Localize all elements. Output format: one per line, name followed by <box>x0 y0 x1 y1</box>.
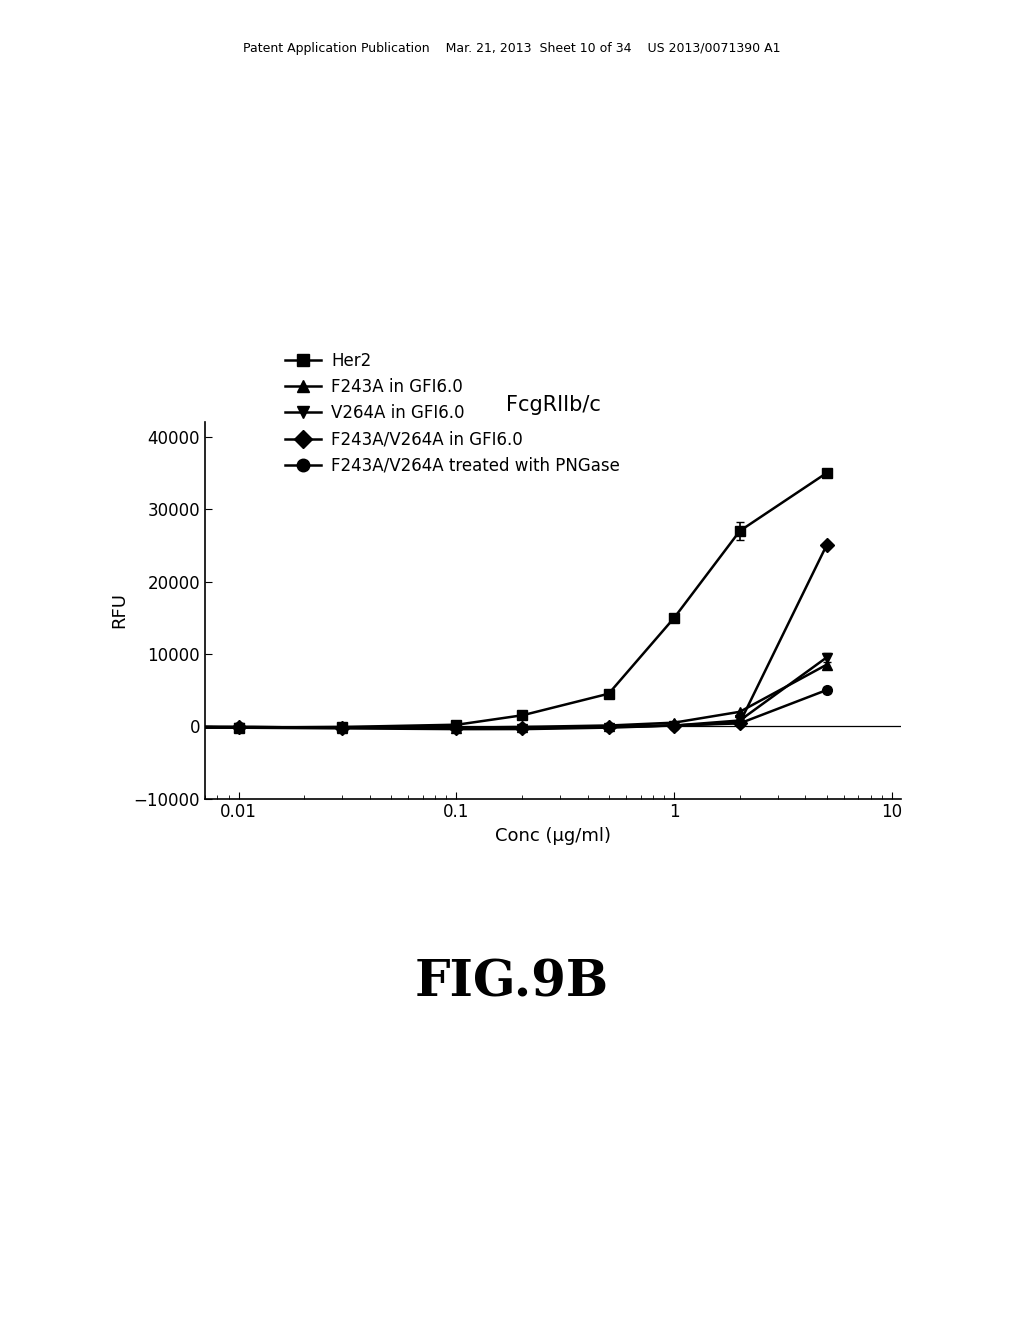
Her2 <box>820 465 833 480</box>
F243A/V264A in GFI6.0 <box>336 719 348 735</box>
V264A in GFI6.0 <box>232 719 245 735</box>
F243A/V264A treated with PNGase <box>451 719 463 735</box>
F243A/V264A treated with PNGase <box>602 719 614 735</box>
Her2 <box>232 719 245 735</box>
Line: F243A/V264A treated with PNGase: F243A/V264A treated with PNGase <box>233 685 831 733</box>
F243A/V264A in GFI6.0 <box>668 718 680 734</box>
V264A in GFI6.0 <box>602 719 614 735</box>
F243A in GFI6.0 <box>820 657 833 673</box>
Y-axis label: RFU: RFU <box>110 593 128 628</box>
F243A/V264A in GFI6.0 <box>733 714 745 730</box>
V264A in GFI6.0 <box>733 713 745 729</box>
F243A/V264A in GFI6.0 <box>451 719 463 735</box>
Line: V264A in GFI6.0: V264A in GFI6.0 <box>233 652 831 734</box>
F243A in GFI6.0 <box>733 704 745 719</box>
Line: Her2: Her2 <box>233 469 831 733</box>
F243A in GFI6.0 <box>602 718 614 734</box>
F243A in GFI6.0 <box>451 719 463 735</box>
Text: FIG.9B: FIG.9B <box>415 958 609 1008</box>
Her2 <box>451 717 463 733</box>
F243A/V264A treated with PNGase <box>668 718 680 734</box>
F243A in GFI6.0 <box>516 719 528 735</box>
F243A/V264A in GFI6.0 <box>820 537 833 553</box>
F243A in GFI6.0 <box>336 719 348 735</box>
Title: FcgRIIb/c: FcgRIIb/c <box>506 395 600 416</box>
V264A in GFI6.0 <box>820 649 833 665</box>
V264A in GFI6.0 <box>516 721 528 737</box>
Text: Patent Application Publication    Mar. 21, 2013  Sheet 10 of 34    US 2013/00713: Patent Application Publication Mar. 21, … <box>244 42 780 55</box>
F243A/V264A in GFI6.0 <box>232 719 245 735</box>
F243A/V264A in GFI6.0 <box>516 721 528 737</box>
Legend: Her2, F243A in GFI6.0, V264A in GFI6.0, F243A/V264A in GFI6.0, F243A/V264A treat: Her2, F243A in GFI6.0, V264A in GFI6.0, … <box>285 351 621 475</box>
Line: F243A/V264A in GFI6.0: F243A/V264A in GFI6.0 <box>233 540 831 734</box>
Line: F243A in GFI6.0: F243A in GFI6.0 <box>233 660 831 733</box>
Her2 <box>733 523 745 539</box>
F243A/V264A treated with PNGase <box>336 719 348 735</box>
Her2 <box>336 719 348 735</box>
F243A/V264A treated with PNGase <box>232 719 245 735</box>
F243A in GFI6.0 <box>232 719 245 735</box>
F243A/V264A treated with PNGase <box>820 682 833 698</box>
F243A/V264A treated with PNGase <box>733 715 745 731</box>
V264A in GFI6.0 <box>451 721 463 737</box>
Her2 <box>602 686 614 702</box>
F243A in GFI6.0 <box>668 714 680 730</box>
Her2 <box>668 610 680 626</box>
Her2 <box>516 708 528 723</box>
X-axis label: Conc (μg/ml): Conc (μg/ml) <box>495 828 611 845</box>
V264A in GFI6.0 <box>668 718 680 734</box>
F243A/V264A in GFI6.0 <box>602 719 614 735</box>
V264A in GFI6.0 <box>336 721 348 737</box>
F243A/V264A treated with PNGase <box>516 719 528 735</box>
